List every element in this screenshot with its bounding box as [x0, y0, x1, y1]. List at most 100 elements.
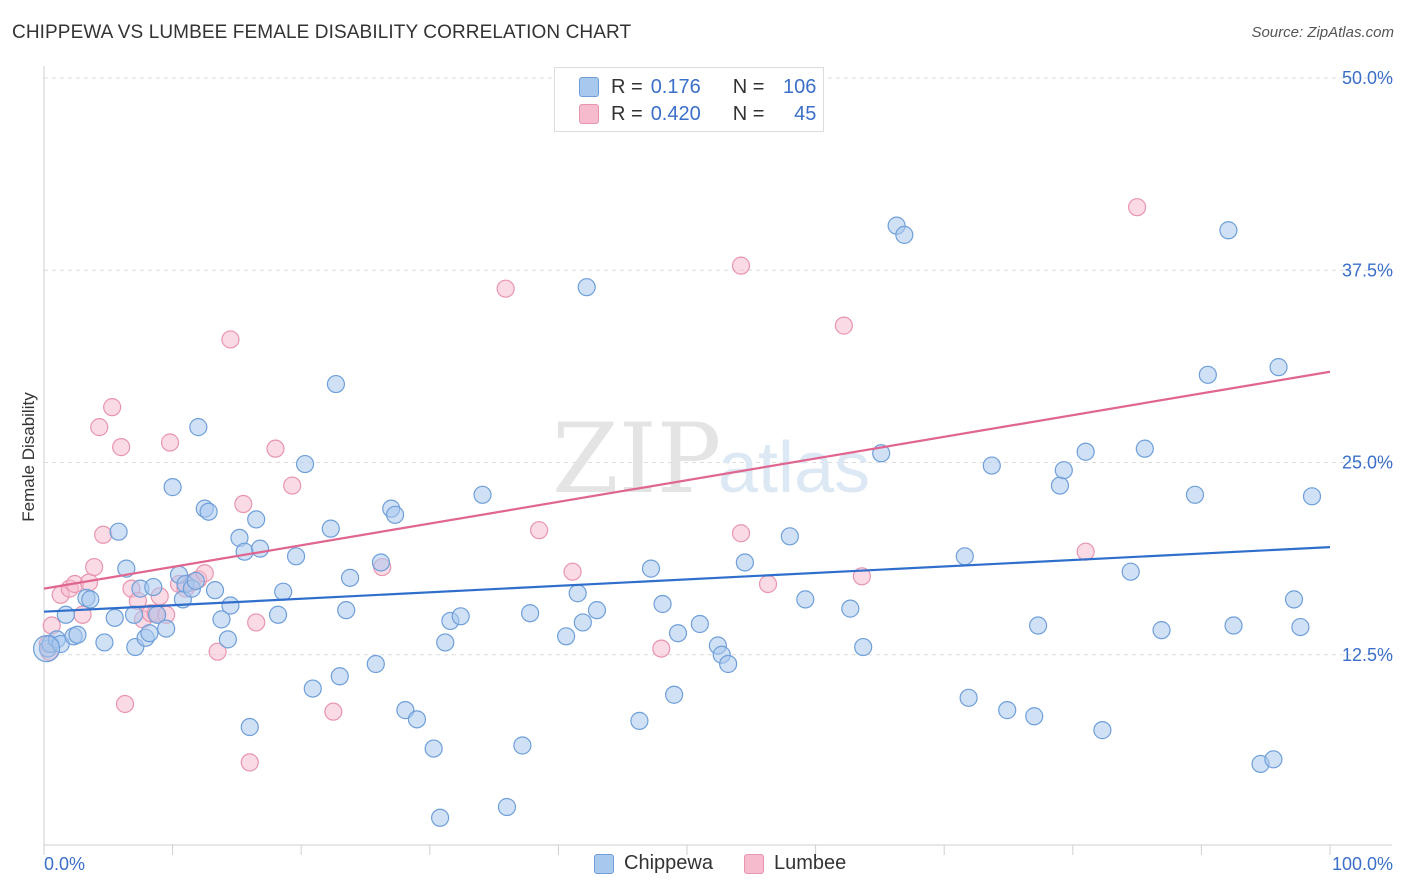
chippewa-point — [105, 608, 124, 627]
chippewa-point — [1028, 616, 1048, 635]
legend-r-label: R = — [611, 75, 643, 98]
chippewa-point — [1224, 616, 1243, 635]
chippewa-point — [1302, 487, 1322, 506]
chippewa-point — [186, 571, 205, 591]
chippewa-point — [124, 605, 144, 624]
chippewa-point — [1121, 562, 1140, 581]
chippewa-point — [521, 604, 540, 623]
chippewa-point — [690, 614, 709, 634]
series-legend: Chippewa Lumbee — [0, 852, 1406, 878]
chippewa-point — [577, 278, 596, 297]
legend-n-value: 106 — [783, 75, 817, 98]
chippewa-point — [959, 688, 978, 707]
x-tick-label: 0.0% — [44, 854, 85, 874]
lumbee-point — [160, 433, 180, 452]
lumbee-point — [530, 521, 549, 540]
chippewa-point — [337, 601, 356, 620]
chippewa-point — [982, 456, 1001, 475]
chippewa-point — [95, 633, 114, 652]
chippewa-point — [998, 701, 1017, 720]
y-tick-label: 12.5% — [1342, 645, 1393, 665]
legend-item-lumbee[interactable]: Lumbee — [744, 852, 846, 875]
x-tick-label: 100.0% — [1332, 854, 1393, 874]
lumbee-point — [90, 418, 109, 437]
chippewa-point — [235, 542, 254, 561]
legend-n-value: 45 — [794, 102, 817, 125]
legend-label-lumbee: Lumbee — [774, 852, 847, 874]
chippewa-point — [841, 599, 860, 618]
legend-swatch-chippewa — [594, 853, 614, 874]
correlation-legend: R = 0.176 N = 106 R = 0.420 N = 45 — [554, 67, 824, 132]
chippewa-point — [780, 527, 799, 546]
watermark: ZIP atlas — [552, 403, 870, 515]
lumbee-point — [103, 398, 122, 417]
legend-swatch-lumbee — [744, 853, 764, 874]
chippewa-point — [1076, 442, 1095, 461]
chippewa-point — [436, 633, 455, 652]
legend-label-chippewa: Chippewa — [624, 852, 713, 874]
lumbee-point — [234, 494, 253, 514]
chippewa-point — [340, 568, 360, 587]
chippewa-point — [407, 710, 427, 729]
trend-line-chippewa — [43, 545, 1331, 613]
chippewa-point — [366, 654, 385, 674]
lumbee-point — [731, 524, 751, 543]
tick-labels: 12.5% 25.0% 37.5% 50.0% 0.0% 100.0% — [44, 68, 1393, 874]
chippewa-point — [199, 502, 218, 521]
chippewa-point — [1050, 476, 1070, 495]
chippewa-point — [630, 711, 649, 730]
lumbee-point — [283, 476, 302, 495]
chippewa-point — [641, 559, 661, 578]
lumbee-point — [1127, 198, 1147, 217]
lumbee-point — [496, 279, 515, 298]
chippewa-point — [321, 519, 340, 538]
chippewa-point — [1054, 461, 1073, 480]
lumbee-point — [758, 574, 778, 594]
chippewa-point — [497, 797, 517, 817]
legend-swatch-lumbee — [579, 104, 599, 124]
chart-title: CHIPPEWA VS LUMBEE FEMALE DISABILITY COR… — [12, 22, 632, 43]
chippewa-point — [1264, 750, 1283, 769]
chippewa-point — [568, 584, 587, 603]
series-chippewa-points — [32, 216, 1322, 827]
chippewa-point — [218, 630, 237, 649]
chippewa-point — [303, 679, 322, 698]
legend-n-label: N = — [732, 102, 765, 125]
chippewa-point — [268, 605, 288, 624]
chippewa-point — [163, 478, 182, 497]
lumbee-point — [563, 562, 582, 581]
chippewa-point — [796, 590, 815, 609]
axes — [43, 66, 1392, 855]
chippewa-point — [424, 739, 443, 758]
y-tick-label: 25.0% — [1342, 453, 1393, 473]
chippewa-point — [735, 553, 754, 572]
chippewa-point — [1093, 721, 1112, 740]
chippewa-point — [189, 418, 208, 437]
lumbee-point — [221, 330, 240, 349]
lumbee-point — [94, 525, 113, 544]
y-tick-label: 37.5% — [1342, 260, 1393, 280]
chippewa-point — [144, 577, 163, 597]
chippewa-point — [247, 510, 266, 529]
chippewa-point — [32, 634, 61, 663]
chippewa-point — [451, 607, 470, 626]
watermark-zip: ZIP — [552, 403, 721, 515]
chippewa-point — [665, 685, 684, 704]
gridlines — [44, 77, 1392, 656]
chippewa-point — [140, 624, 159, 643]
chippewa-point — [1185, 485, 1205, 504]
chippewa-point — [286, 547, 306, 566]
legend-r-label: R = — [611, 102, 643, 125]
lumbee-point — [85, 557, 104, 577]
chippewa-point — [573, 613, 592, 632]
legend-item-chippewa[interactable]: Chippewa — [594, 852, 713, 875]
chippewa-point — [1152, 621, 1171, 640]
chippewa-point — [1219, 221, 1238, 240]
chippewa-point — [473, 485, 492, 504]
lumbee-point — [834, 316, 853, 335]
legend-row-lumbee: R = 0.420 N = 45 — [579, 101, 816, 127]
lumbee-point — [1076, 542, 1095, 561]
chippewa-point — [895, 225, 914, 244]
chippewa-point — [1198, 365, 1217, 384]
